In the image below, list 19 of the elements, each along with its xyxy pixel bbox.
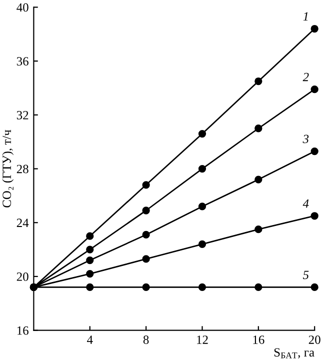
y-tick-label: 24	[16, 218, 29, 227]
y-tick-label: 16	[17, 326, 28, 335]
x-tick-label: 4	[87, 336, 93, 344]
x-axis-title: S$_{БАТ}$, га	[274, 348, 314, 358]
series-label: 4	[302, 199, 309, 208]
y-tick-label: 36	[16, 57, 28, 66]
x-tick-label: 16	[253, 336, 264, 344]
series-label: 2	[302, 72, 309, 82]
y-tick-label: 40	[16, 3, 28, 12]
y-tick-label: 20	[16, 272, 28, 281]
y-tick-label: 28	[16, 164, 28, 174]
y-axis-title: CO₂ (ГТУ), т/ч	[2, 130, 14, 208]
series-label: 5	[302, 270, 309, 280]
y-tick-label: 32	[16, 110, 28, 120]
x-tick-label: 8	[143, 336, 149, 344]
series-label: 3	[302, 134, 309, 144]
x-tick-label: 20	[308, 336, 320, 344]
x-tick-label: 12	[197, 336, 208, 344]
series-label: 1	[303, 12, 308, 21]
